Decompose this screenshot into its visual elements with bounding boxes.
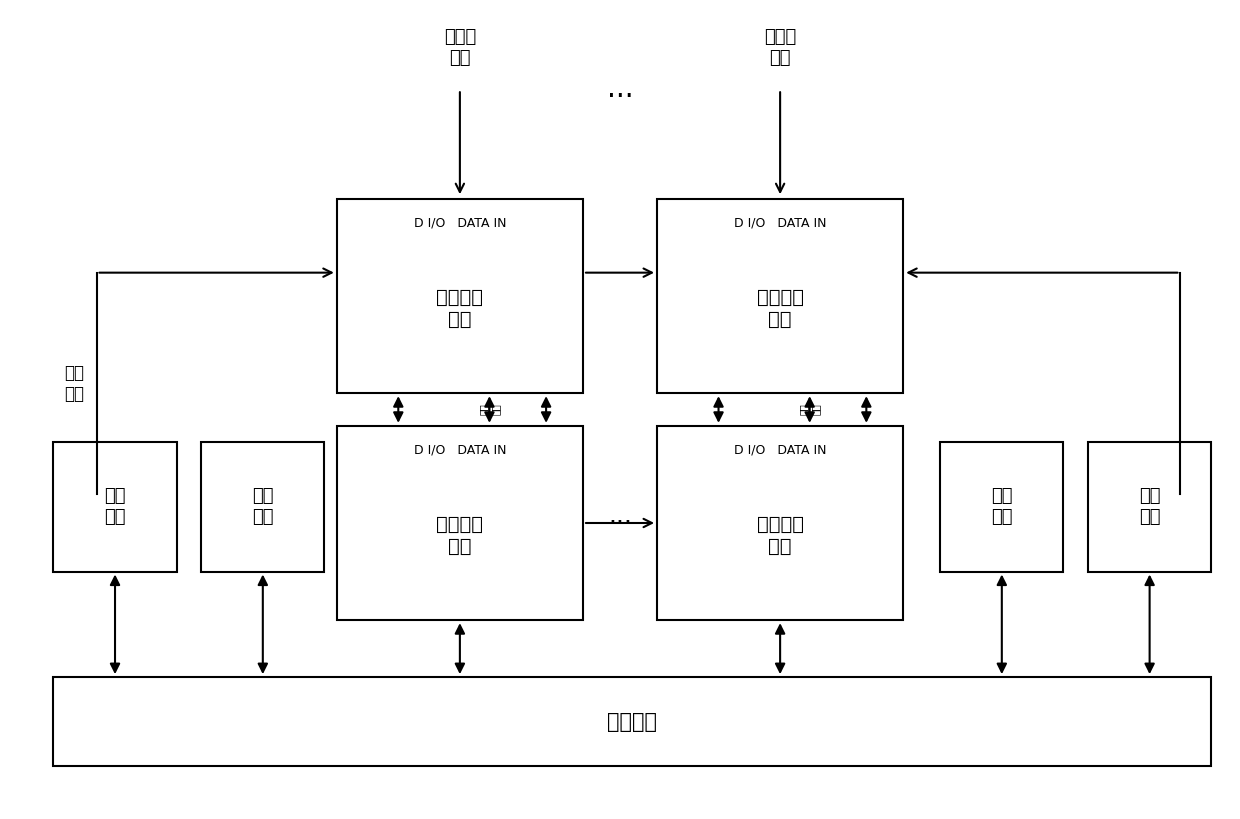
Text: 数据采集
模块: 数据采集 模块 xyxy=(756,287,804,328)
Text: 定时
同步: 定时 同步 xyxy=(64,364,84,403)
Text: 声学传
感器: 声学传 感器 xyxy=(444,29,476,67)
Text: D I/O   DATA IN: D I/O DATA IN xyxy=(734,216,826,229)
Text: 总线
控制: 总线 控制 xyxy=(799,404,821,415)
Text: D I/O   DATA IN: D I/O DATA IN xyxy=(414,216,506,229)
Text: 总线接口: 总线接口 xyxy=(608,712,657,731)
Text: 信号处理
模块: 信号处理 模块 xyxy=(436,514,484,555)
Text: ···: ··· xyxy=(606,84,634,111)
Text: 信号处理
模块: 信号处理 模块 xyxy=(756,514,804,555)
Text: 总线
控制: 总线 控制 xyxy=(479,404,500,415)
FancyBboxPatch shape xyxy=(657,426,903,620)
Text: D I/O   DATA IN: D I/O DATA IN xyxy=(414,444,506,456)
Text: 控制
模块: 控制 模块 xyxy=(104,487,125,526)
FancyBboxPatch shape xyxy=(657,199,903,393)
Text: 存储
模块: 存储 模块 xyxy=(991,487,1013,526)
Text: ···: ··· xyxy=(608,511,632,535)
Text: 时钟
模块: 时钟 模块 xyxy=(252,487,274,526)
FancyBboxPatch shape xyxy=(940,442,1064,572)
FancyBboxPatch shape xyxy=(53,442,176,572)
Text: 电源
模块: 电源 模块 xyxy=(1138,487,1161,526)
FancyBboxPatch shape xyxy=(201,442,325,572)
FancyBboxPatch shape xyxy=(337,426,583,620)
Text: D I/O   DATA IN: D I/O DATA IN xyxy=(734,444,826,456)
Text: 数据采集
模块: 数据采集 模块 xyxy=(436,287,484,328)
FancyBboxPatch shape xyxy=(1087,442,1211,572)
Text: 声学传
感器: 声学传 感器 xyxy=(764,29,796,67)
FancyBboxPatch shape xyxy=(53,677,1211,767)
FancyBboxPatch shape xyxy=(337,199,583,393)
